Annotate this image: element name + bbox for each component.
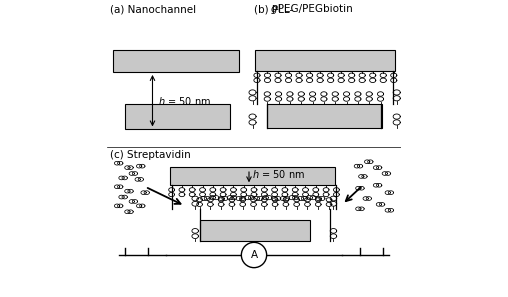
Bar xyxy=(200,220,310,241)
Bar xyxy=(124,104,231,129)
Bar xyxy=(113,50,239,72)
Text: (a) Nanochannel: (a) Nanochannel xyxy=(110,4,196,14)
Text: A: A xyxy=(250,250,258,260)
Bar xyxy=(267,104,382,128)
Bar xyxy=(256,50,395,70)
Text: (c) Streptavidin: (c) Streptavidin xyxy=(110,150,190,160)
Text: g: g xyxy=(271,4,277,14)
Circle shape xyxy=(241,242,267,268)
Text: -PEG/PEGbiotin: -PEG/PEGbiotin xyxy=(275,4,354,14)
Bar xyxy=(170,167,335,185)
Text: $h$ = 50 nm: $h$ = 50 nm xyxy=(158,94,211,107)
Text: (b) PLL-: (b) PLL- xyxy=(254,4,293,14)
Text: $h$ = 50 nm: $h$ = 50 nm xyxy=(252,168,305,179)
